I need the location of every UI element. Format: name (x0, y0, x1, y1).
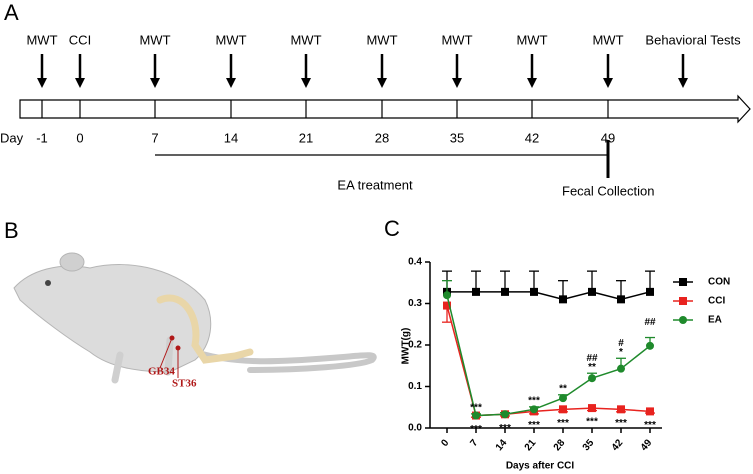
x-tick-label: 0 (439, 437, 451, 449)
series-line (446, 295, 651, 417)
x-tick-label: 28 (552, 437, 568, 453)
point (588, 374, 596, 383)
significance: *** (528, 420, 540, 431)
event-arrowhead (37, 78, 47, 88)
point (559, 394, 567, 403)
legend-label: CCI (708, 296, 725, 307)
point (559, 405, 567, 414)
point (443, 301, 451, 310)
point (646, 341, 654, 350)
significance: *** (557, 418, 569, 429)
point (617, 295, 625, 304)
panel-label: B (4, 218, 19, 243)
significance: *** (615, 418, 627, 429)
event-label: MWT (441, 32, 472, 47)
x-tick-label: 7 (468, 437, 480, 449)
significance: *** (470, 403, 482, 414)
day-label: 21 (299, 130, 313, 145)
point (530, 287, 538, 296)
event-arrowhead (150, 78, 160, 88)
day-label: 0 (76, 130, 83, 145)
mouse-illustration (13, 252, 377, 384)
event-label: MWT (592, 32, 623, 47)
y-axis-title: MWT(g) (401, 328, 412, 365)
day-label: 14 (224, 130, 238, 145)
event-arrowhead (226, 78, 236, 88)
significance: ** (588, 362, 596, 373)
x-axis-title: Days after CCI (506, 461, 575, 472)
day-label: -1 (36, 130, 48, 145)
event-label: MWT (26, 32, 57, 47)
day-label: 49 (601, 130, 615, 145)
collection-label: Fecal Collection (562, 183, 655, 198)
legend-marker (679, 316, 687, 324)
event-arrowhead (527, 78, 537, 88)
point (472, 411, 480, 420)
event-arrowhead (75, 78, 85, 88)
point (443, 291, 451, 300)
point (472, 287, 480, 296)
day-label: 42 (525, 130, 539, 145)
event-label: MWT (215, 32, 246, 47)
significance: ## (644, 317, 656, 328)
series-line (446, 305, 651, 417)
legend-marker (679, 297, 687, 305)
event-arrowhead (678, 78, 688, 88)
x-tick-label: 42 (610, 437, 626, 453)
event-label: MWT (290, 32, 321, 47)
significance: ## (586, 353, 598, 364)
legend-label: CON (708, 277, 730, 288)
x-tick-label: 35 (581, 437, 597, 453)
day-label: 35 (450, 130, 464, 145)
timeline-arrow (19, 94, 751, 124)
panel-label: A (4, 0, 19, 25)
significance: *** (586, 417, 598, 428)
point (646, 287, 654, 296)
x-tick-label: 14 (494, 437, 510, 453)
day-label: 7 (151, 130, 158, 145)
legend-label: EA (708, 315, 722, 326)
event-label: MWT (516, 32, 547, 47)
significance: *** (470, 424, 482, 435)
acupoint-label: GB34 (148, 366, 175, 378)
point (617, 405, 625, 414)
point (588, 287, 596, 296)
point (617, 364, 625, 373)
point (588, 404, 596, 413)
day-label: 28 (375, 130, 389, 145)
legend-marker (679, 278, 687, 286)
event-arrowhead (603, 78, 613, 88)
day-label: Day (0, 130, 24, 145)
significance: # (618, 338, 624, 349)
point (501, 410, 509, 419)
significance: *** (644, 420, 656, 431)
significance: *** (528, 395, 540, 406)
event-arrowhead (301, 78, 311, 88)
event-arrowhead (452, 78, 462, 88)
x-tick-label: 49 (639, 437, 655, 453)
event-label: CCI (69, 32, 91, 47)
y-tick-label: 0.0 (408, 423, 422, 434)
point (646, 407, 654, 416)
point (559, 295, 567, 304)
event-label: MWT (366, 32, 397, 47)
event-label: MWT (139, 32, 170, 47)
panel-label: C (384, 216, 400, 241)
significance: *** (499, 423, 511, 434)
acupoint-label: ST36 (172, 378, 197, 390)
point (530, 405, 538, 414)
event-arrowhead (377, 78, 387, 88)
y-tick-label: 0.3 (408, 298, 422, 309)
event-label: Behavioral Tests (645, 32, 741, 47)
point (501, 287, 509, 296)
treatment-label: EA treatment (337, 177, 413, 192)
series-line (447, 291, 651, 301)
x-tick-label: 21 (523, 437, 539, 453)
y-tick-label: 0.4 (408, 257, 422, 268)
significance: * (619, 347, 623, 358)
significance: ** (559, 383, 567, 394)
y-tick-label: 0.2 (408, 340, 422, 351)
y-tick-label: 0.1 (408, 381, 422, 392)
